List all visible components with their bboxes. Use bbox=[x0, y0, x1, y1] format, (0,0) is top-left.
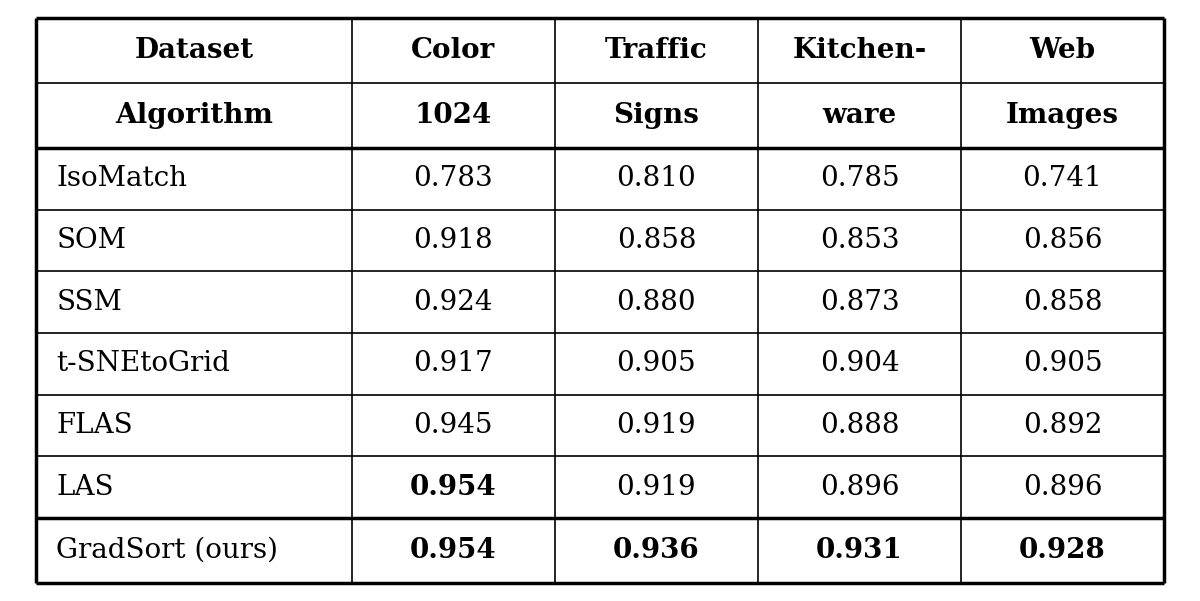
Text: t-SNEtoGrid: t-SNEtoGrid bbox=[56, 350, 230, 377]
Text: 0.896: 0.896 bbox=[1022, 474, 1103, 501]
Text: ware: ware bbox=[822, 102, 896, 129]
Text: 0.888: 0.888 bbox=[820, 412, 899, 439]
Text: 0.924: 0.924 bbox=[414, 288, 493, 316]
Text: FLAS: FLAS bbox=[56, 412, 133, 439]
Text: 0.785: 0.785 bbox=[820, 165, 899, 192]
Text: 0.945: 0.945 bbox=[414, 412, 493, 439]
Text: 0.858: 0.858 bbox=[1022, 288, 1103, 316]
Text: 0.905: 0.905 bbox=[1022, 350, 1103, 377]
Text: 0.928: 0.928 bbox=[1019, 537, 1106, 564]
Text: Dataset: Dataset bbox=[134, 37, 253, 64]
Text: 0.741: 0.741 bbox=[1022, 165, 1103, 192]
Text: 0.856: 0.856 bbox=[1022, 227, 1103, 254]
Text: 0.810: 0.810 bbox=[617, 165, 696, 192]
Text: Kitchen-: Kitchen- bbox=[792, 37, 926, 64]
Text: Color: Color bbox=[412, 37, 496, 64]
Text: 0.904: 0.904 bbox=[820, 350, 899, 377]
Text: SSM: SSM bbox=[56, 288, 122, 316]
Text: 0.919: 0.919 bbox=[617, 474, 696, 501]
Text: 0.931: 0.931 bbox=[816, 537, 902, 564]
Text: 0.917: 0.917 bbox=[414, 350, 493, 377]
Text: 0.880: 0.880 bbox=[617, 288, 696, 316]
Text: Signs: Signs bbox=[613, 102, 700, 129]
Text: SOM: SOM bbox=[56, 227, 126, 254]
Text: 0.954: 0.954 bbox=[410, 474, 497, 501]
Text: 0.919: 0.919 bbox=[617, 412, 696, 439]
Text: 0.853: 0.853 bbox=[820, 227, 899, 254]
Text: Images: Images bbox=[1006, 102, 1118, 129]
Text: GradSort (ours): GradSort (ours) bbox=[56, 537, 278, 564]
Text: IsoMatch: IsoMatch bbox=[56, 165, 187, 192]
Text: 0.783: 0.783 bbox=[414, 165, 493, 192]
Text: Traffic: Traffic bbox=[605, 37, 708, 64]
Text: 0.873: 0.873 bbox=[820, 288, 899, 316]
Text: Algorithm: Algorithm bbox=[115, 102, 272, 129]
Text: 0.892: 0.892 bbox=[1022, 412, 1103, 439]
Text: LAS: LAS bbox=[56, 474, 114, 501]
Text: 0.954: 0.954 bbox=[410, 537, 497, 564]
Text: 0.896: 0.896 bbox=[820, 474, 899, 501]
Text: 0.858: 0.858 bbox=[617, 227, 696, 254]
Text: 0.936: 0.936 bbox=[613, 537, 700, 564]
Text: 0.905: 0.905 bbox=[617, 350, 696, 377]
Text: 0.918: 0.918 bbox=[414, 227, 493, 254]
Text: 1024: 1024 bbox=[415, 102, 492, 129]
Text: Web: Web bbox=[1030, 37, 1096, 64]
